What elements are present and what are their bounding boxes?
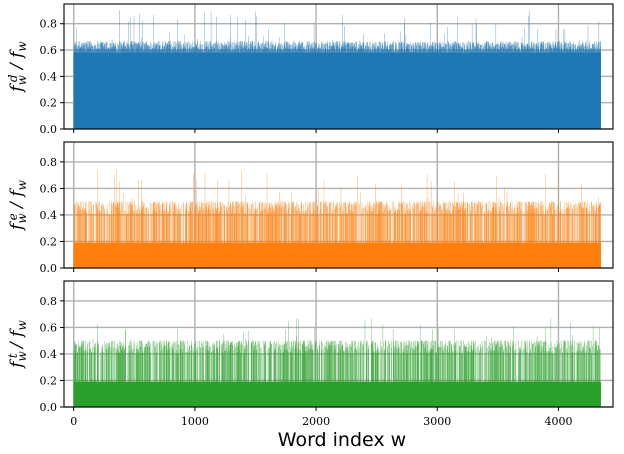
bar-body (73, 242, 601, 268)
y-tick-label: 0.2 (40, 97, 58, 110)
y-tick-label: 0.0 (40, 123, 58, 136)
y-axis-label: fwe / fw (6, 179, 28, 232)
bar-body (73, 52, 601, 129)
y-tick-label: 0.6 (40, 182, 58, 195)
panel-top: 0.0 0.2 0.4 0.6 0.8 fwd / fw (6, 3, 614, 136)
y-tick-label: 0.4 (40, 209, 58, 222)
axes-frame (63, 141, 614, 269)
y-tick-label: 0.4 (40, 70, 58, 83)
axes-frame (63, 3, 614, 130)
y-tick-label: 0.0 (40, 262, 58, 275)
y-tick-label: 0.8 (40, 156, 58, 169)
panel-middle: 0.0 0.2 0.4 0.6 0.8 fwe / fw (6, 141, 614, 275)
y-tick-label: 0.6 (40, 44, 58, 57)
y-tick-label: 0.8 (40, 18, 58, 31)
y-tick-label: 0.2 (40, 235, 58, 248)
y-axis-label: fwd / fw (6, 41, 28, 94)
